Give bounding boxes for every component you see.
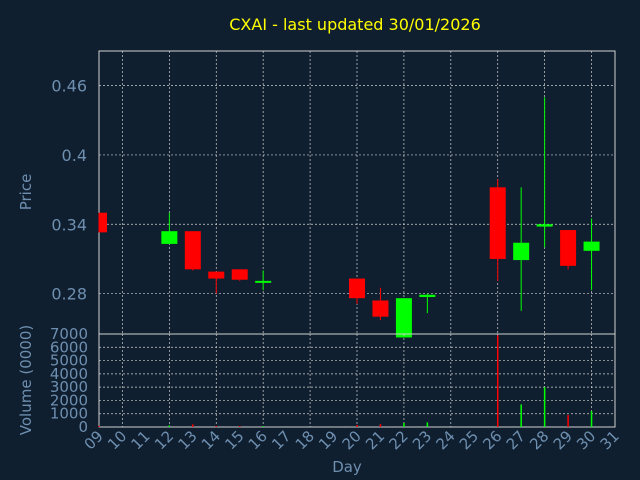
volume-bar <box>590 411 593 427</box>
candle-body <box>513 242 530 261</box>
price-axis-label: Price <box>17 174 35 211</box>
price-tick-label: 0.46 <box>51 77 87 96</box>
volume-bar <box>426 422 429 427</box>
x-tick-label: 17 <box>268 427 294 453</box>
volume-tick-label: 4000 <box>50 365 88 383</box>
x-tick-label: 14 <box>198 427 224 453</box>
x-tick-label: 31 <box>597 427 623 453</box>
x-tick-label: 16 <box>245 427 271 453</box>
price-tick-label: 0.34 <box>51 215 87 234</box>
x-tick-label: 12 <box>151 427 177 453</box>
x-tick-label: 22 <box>386 427 412 453</box>
volume-bar <box>567 415 569 427</box>
volume-tick-label: 0 <box>78 418 88 436</box>
candle-body <box>161 231 178 244</box>
candle-body <box>489 187 506 259</box>
candle-body <box>395 298 412 338</box>
volume-bar <box>98 425 100 427</box>
volume-bar <box>215 425 218 427</box>
volume-bar <box>262 426 264 427</box>
x-tick-label: 13 <box>174 427 200 453</box>
candle-body <box>208 271 225 279</box>
candle-body <box>255 280 272 283</box>
candle-body <box>184 231 201 270</box>
volume-axis-label: Volume (0000) <box>17 325 35 435</box>
x-tick-label: 25 <box>456 427 482 453</box>
x-tick-label: 24 <box>432 427 458 453</box>
x-tick-label: 20 <box>339 427 365 453</box>
candle-body <box>372 300 389 317</box>
candle-body <box>560 230 577 266</box>
volume-tick-label: 1000 <box>50 405 88 423</box>
volume-tick-label: 7000 <box>50 325 88 343</box>
volume-tick-label: 2000 <box>50 391 88 409</box>
x-tick-label: 26 <box>479 427 505 453</box>
price-panel: 0.46 0.4 0.34 0.28 <box>51 50 616 338</box>
x-tick-label: 28 <box>526 427 552 453</box>
candle-body <box>419 294 436 298</box>
volume-bar <box>520 404 522 427</box>
x-tick-label: 18 <box>292 427 318 453</box>
volume-bar <box>238 425 241 427</box>
volume-tick-label: 5000 <box>50 352 88 370</box>
x-tick-label: 29 <box>550 427 576 453</box>
candle-body <box>583 241 600 251</box>
price-tick-label: 0.4 <box>62 146 87 165</box>
x-axis-label: Day <box>332 458 362 476</box>
volume-tick-label: 6000 <box>50 338 88 356</box>
volume-bar <box>168 425 171 427</box>
volume-bar <box>356 425 358 427</box>
volume-bar <box>192 424 194 427</box>
x-tick-label: 19 <box>315 427 341 453</box>
volume-bar <box>543 387 546 427</box>
x-tick-label: 10 <box>104 427 130 453</box>
x-tick-label: 11 <box>128 427 154 453</box>
candle-body <box>536 224 553 227</box>
volume-bar <box>379 424 382 427</box>
chart-title: CXAI - last updated 30/01/2026 <box>229 15 481 34</box>
candle-body <box>231 269 248 280</box>
x-tick-label: 23 <box>409 427 435 453</box>
candle-body <box>99 212 107 233</box>
volume-panel: 7000600050004000300020001000009101112131… <box>50 325 623 453</box>
x-tick-label: 21 <box>362 427 388 453</box>
volume-tick-label: 3000 <box>50 378 88 396</box>
candle-body <box>349 278 365 299</box>
x-tick-label: 30 <box>573 427 599 453</box>
price-tick-label: 0.28 <box>51 285 87 304</box>
x-tick-label: 15 <box>221 427 247 453</box>
volume-bar <box>496 335 499 427</box>
x-tick-label: 27 <box>503 427 529 453</box>
volume-bar <box>403 423 405 427</box>
